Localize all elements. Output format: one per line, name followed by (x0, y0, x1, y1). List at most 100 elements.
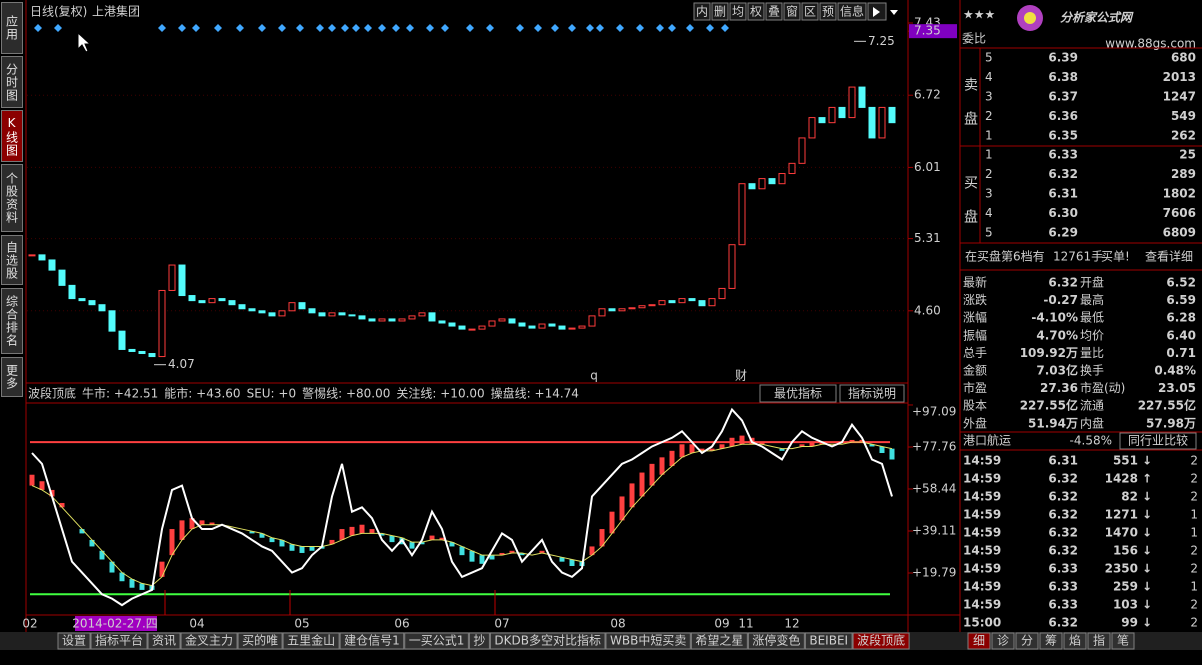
stat-value: 51.94万 (1028, 416, 1078, 430)
signal-diamond (378, 24, 386, 32)
panel-tab[interactable] (1039, 632, 1063, 650)
buy-label: 买盘 (962, 175, 978, 243)
order-price: 6.30 (1048, 206, 1078, 220)
signal-diamond (486, 24, 494, 32)
tick-volume: 259 (1113, 580, 1138, 594)
bottom-tab[interactable] (468, 632, 490, 650)
candle (508, 318, 516, 324)
tick-price: 6.32 (1048, 490, 1078, 504)
stat-value: 6.40 (1166, 328, 1196, 342)
signal-diamond (516, 24, 524, 32)
candle (488, 320, 496, 327)
signal-diamond (586, 24, 594, 32)
bottom-tab[interactable] (852, 632, 910, 650)
toolbar-button[interactable] (783, 2, 801, 21)
candle (758, 178, 766, 190)
toolbar-button[interactable] (729, 2, 747, 21)
price-tick-label: 4.60 (914, 303, 941, 317)
x-axis-label: 06 (394, 617, 409, 631)
order-level: 3 (985, 187, 993, 201)
candle (688, 298, 696, 302)
panel-tab[interactable] (1063, 632, 1087, 650)
signal-diamond (656, 24, 664, 32)
bottom-tab[interactable] (605, 632, 691, 650)
candle (788, 162, 796, 175)
sidebar-tab[interactable]: K线图 (1, 110, 23, 162)
toolbar-button[interactable] (765, 2, 783, 21)
stat-label: 最高 (1080, 292, 1104, 307)
panel-tab[interactable] (1111, 632, 1135, 650)
candle (158, 289, 166, 358)
tick-volume: 2350 (1105, 562, 1138, 576)
candle (358, 315, 366, 320)
tick-count: 1 (1190, 508, 1198, 522)
bottom-tab[interactable] (282, 632, 340, 650)
indicator-button[interactable] (759, 384, 837, 403)
cursor (77, 31, 92, 53)
indicator-button[interactable] (839, 384, 905, 403)
bottom-tab[interactable] (404, 632, 469, 650)
sidebar-tab[interactable]: 个股资料 (1, 164, 23, 232)
order-price: 6.31 (1048, 187, 1078, 201)
bottom-tab-label: 波段顶底 (857, 633, 905, 648)
annotation-label: 4.07 (168, 357, 195, 371)
tick-count: 2 (1190, 562, 1198, 576)
candle (568, 327, 576, 330)
bottom-tab[interactable] (90, 632, 148, 650)
bottom-tab[interactable] (690, 632, 748, 650)
toolbar-button[interactable] (747, 2, 765, 21)
sidebar-tab[interactable]: 应用 (1, 2, 23, 54)
bottom-tab[interactable] (180, 632, 238, 650)
candle (118, 330, 126, 350)
bottom-tab[interactable] (747, 632, 805, 650)
candle (188, 295, 196, 302)
signal-diamond (278, 24, 286, 32)
sidebar-tab[interactable]: 综合排名 (1, 288, 23, 354)
tick-count: 2 (1190, 616, 1198, 630)
signal-diamond (328, 24, 336, 32)
x-axis-label: 11 (738, 617, 753, 631)
panel-tab[interactable] (991, 632, 1015, 650)
bottom-tab-label: WBB中短买卖 (610, 633, 686, 648)
sidebar-tab[interactable]: 更多 (1, 357, 23, 397)
candle (658, 300, 666, 306)
toolbar-button[interactable] (711, 2, 729, 21)
stat-label: 涨幅 (963, 310, 987, 325)
toolbar-button[interactable] (801, 2, 819, 21)
panel-tab[interactable] (1015, 632, 1039, 650)
toolbar-button[interactable] (837, 2, 867, 21)
tick-arrow: ↓ (1142, 544, 1152, 558)
bottom-tab[interactable] (147, 632, 181, 650)
candle (438, 320, 446, 324)
industry-button[interactable] (1119, 432, 1197, 450)
notice-link[interactable]: 查看详细 (1145, 249, 1193, 264)
stat-value: 7.03亿 (1036, 363, 1078, 378)
order-volume: 680 (1171, 51, 1196, 65)
bottom-tab[interactable] (804, 632, 853, 650)
panel-tab-label: 细 (973, 634, 985, 648)
sidebar-tab[interactable]: 自选股 (1, 235, 23, 285)
toolbar-button[interactable] (693, 2, 711, 21)
toolbar-button[interactable] (819, 2, 837, 21)
stat-value: 227.55亿 (1138, 398, 1196, 413)
panel-tab[interactable] (967, 632, 991, 650)
bottom-tab[interactable] (339, 632, 405, 650)
logo-icon (1024, 12, 1036, 24)
order-price: 6.35 (1048, 129, 1078, 143)
panel-tab[interactable] (1087, 632, 1111, 650)
sidebar-tab[interactable]: 分时图 (1, 56, 23, 108)
candle (248, 308, 256, 312)
indicator-readout: 能市: +43.60 (164, 386, 240, 401)
stat-label: 均价 (1080, 328, 1104, 342)
candle (798, 137, 806, 164)
stat-value: -4.10% (1031, 311, 1078, 325)
candle (518, 322, 526, 327)
candle (838, 106, 846, 119)
candle (768, 178, 776, 185)
bottom-tab[interactable] (489, 632, 606, 650)
bottom-tab[interactable] (57, 632, 91, 650)
order-level: 3 (985, 90, 993, 104)
toolbar-label: 区 (804, 5, 816, 19)
bottom-tab[interactable] (237, 632, 283, 650)
